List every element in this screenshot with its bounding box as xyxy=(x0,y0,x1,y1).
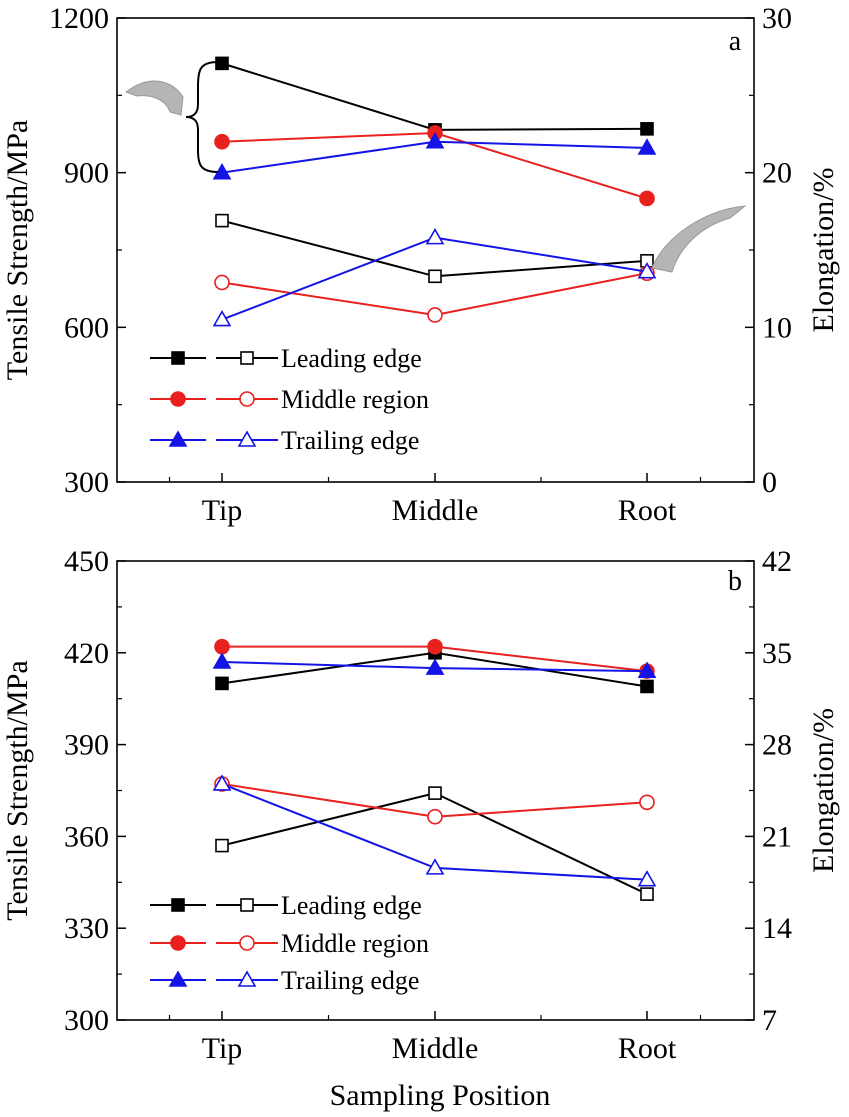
tensile-point xyxy=(637,138,657,155)
legend-marker-open xyxy=(240,351,254,365)
left-tick-label: 420 xyxy=(64,637,109,670)
elongation-point xyxy=(215,213,229,228)
tensile-point xyxy=(640,122,654,136)
panel-b: 300 330 360 390 420 450 7 14 21 28 35 42 Tip Middle Ro… xyxy=(1,545,840,1065)
panel-letter: b xyxy=(728,566,742,597)
right-tick-label: 21 xyxy=(762,820,792,853)
left-tick-label: 300 xyxy=(64,1004,109,1037)
right-axis-title: Elongation/% xyxy=(807,168,840,333)
elongation-point xyxy=(427,808,443,825)
tensile-point xyxy=(212,652,232,669)
legend: Leading edge Middle region Trailing edge xyxy=(150,344,429,455)
right-tick-label: 14 xyxy=(762,912,792,945)
legend-label: Middle region xyxy=(281,929,429,958)
x-tick-label: Tip xyxy=(202,494,243,527)
elongation-point xyxy=(212,309,232,327)
plot-frame xyxy=(116,17,755,483)
tensile-point xyxy=(215,56,229,71)
x-tick-label: Root xyxy=(618,494,677,527)
right-tick-label: 10 xyxy=(762,311,792,344)
legend-marker-open xyxy=(237,970,257,987)
left-tick-label: 900 xyxy=(64,157,109,190)
right-tick-label: 35 xyxy=(762,637,792,670)
legend-marker-open xyxy=(239,391,255,407)
left-axis-title: Tensile Strength/MPa xyxy=(1,660,34,920)
legend-label: Middle region xyxy=(281,385,429,414)
left-tick-label: 360 xyxy=(64,820,109,853)
panel-letter: a xyxy=(729,26,742,57)
curved-arrow-right xyxy=(651,205,747,273)
left-tick-label: 330 xyxy=(64,912,109,945)
left-axis-title: Tensile Strength/MPa xyxy=(1,120,34,380)
elongation-point xyxy=(640,887,654,901)
right-tick-label: 0 xyxy=(762,466,777,499)
tensile-point xyxy=(214,638,230,655)
right-tick-label: 20 xyxy=(762,157,792,190)
left-tick-label: 450 xyxy=(64,545,109,578)
legend-marker-filled xyxy=(171,898,185,912)
legend-label: Trailing edge xyxy=(281,966,419,995)
legend-marker-filled xyxy=(170,935,186,951)
x-axis-title: Sampling Position xyxy=(330,1079,551,1112)
right-tick-label: 42 xyxy=(762,545,792,578)
legend: Leading edge Middle region Trailing edge xyxy=(150,891,429,995)
tensile-point xyxy=(425,658,445,675)
tensile-point xyxy=(214,133,230,150)
elongation-point xyxy=(428,269,442,284)
curved-arrow-left xyxy=(124,80,184,116)
elongation-point xyxy=(428,786,442,800)
bracket-annotation xyxy=(185,61,219,173)
elongation-point xyxy=(212,774,232,791)
legend-marker-filled xyxy=(168,970,188,987)
right-tick-label: 30 xyxy=(762,2,792,35)
legend-label: Trailing edge xyxy=(281,426,419,455)
right-axis-title: Elongation/% xyxy=(807,708,840,873)
legend-marker-open xyxy=(240,898,254,912)
left-tick-label: 390 xyxy=(64,729,109,762)
right-tick-label: 28 xyxy=(762,729,792,762)
legend-label: Leading edge xyxy=(281,891,422,920)
tensile-point xyxy=(637,661,657,678)
left-tick-label: 600 xyxy=(64,311,109,344)
x-tick-label: Middle xyxy=(392,1032,479,1065)
tensile-point xyxy=(425,132,445,149)
tensile-point xyxy=(215,676,229,691)
left-tick-label: 300 xyxy=(64,466,109,499)
elongation-point xyxy=(637,262,657,279)
left-tick-label: 1200 xyxy=(49,2,109,35)
right-tick-label: 7 xyxy=(762,1004,777,1037)
tensile-line-leading-edge xyxy=(221,62,648,131)
panel-a: 300 600 900 1200 0 10 20 30 Tip Middle Root Tensile… xyxy=(1,2,840,527)
elongation-point xyxy=(637,870,657,887)
legend-marker-open xyxy=(239,935,255,951)
elongation-point xyxy=(214,274,230,291)
legend-marker-filled xyxy=(168,430,188,447)
legend-marker-filled xyxy=(170,391,186,407)
tensile-point xyxy=(427,638,443,655)
x-tick-label: Tip xyxy=(202,1032,243,1065)
legend-marker-filled xyxy=(171,351,185,365)
elongation-point xyxy=(639,794,655,811)
x-tick-label: Root xyxy=(618,1032,677,1065)
elongation-point xyxy=(215,838,229,853)
elongation-point xyxy=(427,307,443,323)
tensile-point xyxy=(640,679,654,694)
x-tick-label: Middle xyxy=(392,494,479,527)
elongation-point xyxy=(425,228,445,245)
tensile-point xyxy=(639,190,655,207)
legend-marker-open xyxy=(237,430,257,447)
elongation-point xyxy=(425,858,445,875)
legend-label: Leading edge xyxy=(281,344,422,373)
